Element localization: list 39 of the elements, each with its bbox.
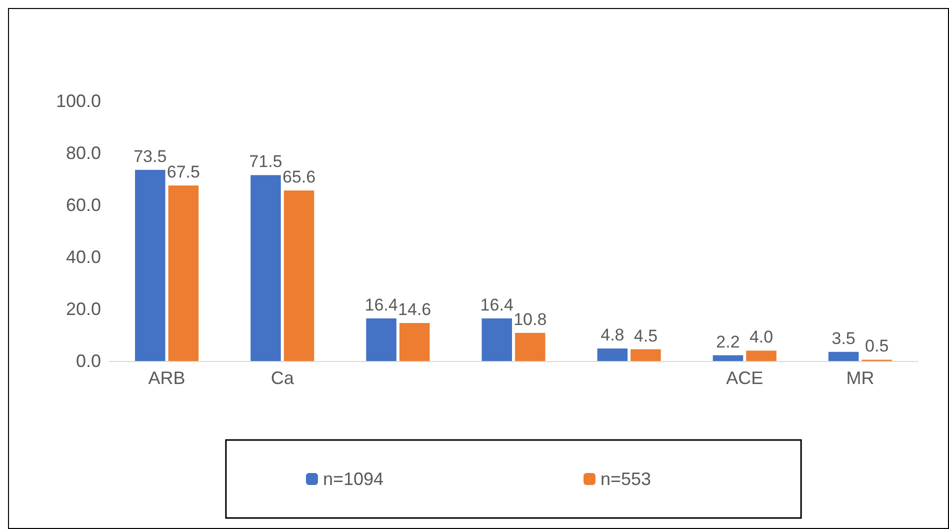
y-tick-label: 20.0	[66, 299, 101, 319]
bar	[168, 186, 199, 361]
bar	[597, 348, 628, 361]
bar	[135, 170, 166, 361]
x-tick-label: Ca	[270, 368, 295, 388]
data-label: 3.5	[832, 328, 856, 348]
y-tick-label: 60.0	[66, 195, 101, 215]
bar	[630, 349, 661, 361]
data-label: 14.6	[398, 300, 432, 320]
bar	[746, 350, 776, 361]
legend-label: n=1094	[322, 469, 384, 489]
data-label: 2.2	[716, 332, 740, 352]
data-label: 16.4	[480, 295, 514, 314]
legend-label: n=553	[600, 469, 652, 489]
bar	[284, 190, 314, 361]
data-label: 67.5	[166, 162, 200, 182]
x-tick-label: ACE	[726, 368, 764, 388]
bar	[515, 332, 546, 361]
data-label: 4.0	[749, 328, 774, 347]
bar	[712, 355, 744, 361]
y-tick-label: 100.0	[56, 91, 101, 111]
bar	[482, 318, 512, 361]
bar	[399, 323, 430, 361]
data-label: 10.8	[514, 310, 547, 329]
bar	[828, 352, 859, 361]
data-label: 73.5	[134, 146, 167, 166]
y-tick-label: 0.0	[76, 351, 101, 371]
data-label: 16.4	[364, 295, 398, 314]
bar	[250, 175, 281, 361]
x-tick-label: MR	[846, 368, 874, 388]
data-label: 71.5	[249, 152, 282, 172]
data-label: 0.5	[865, 336, 889, 356]
y-tick-label: 80.0	[66, 143, 101, 163]
data-label: 4.5	[634, 326, 658, 346]
bar	[366, 318, 396, 361]
y-tick-label: 40.0	[66, 247, 101, 267]
x-tick-label: ARB	[148, 368, 186, 388]
data-label: 65.6	[282, 167, 316, 186]
data-label: 4.8	[600, 326, 624, 345]
